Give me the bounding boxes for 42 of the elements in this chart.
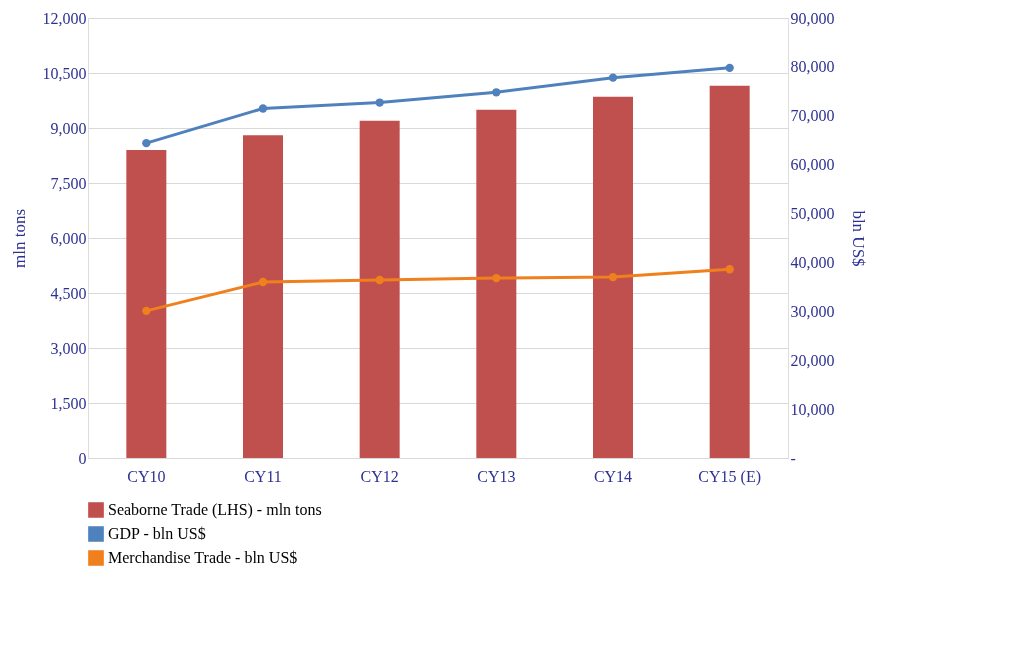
point — [142, 138, 151, 148]
y-tick-label: 1,500 — [50, 394, 87, 412]
y2-tick-label: 80,000 — [790, 58, 835, 76]
point — [375, 275, 384, 285]
y2-tick-label: 50,000 — [790, 205, 835, 223]
y2-tick-label: 70,000 — [790, 107, 835, 125]
y2-tick-label: 90,000 — [790, 9, 835, 27]
point — [608, 272, 618, 282]
x-tick-label: CY14 — [593, 467, 633, 485]
point — [725, 265, 734, 274]
point — [142, 306, 151, 316]
x-tick-label: CY11 — [244, 467, 282, 485]
y-tick-label: 7,500 — [50, 174, 87, 192]
x-tick-label: CY10 — [127, 467, 166, 485]
y-axis-title: mln tons — [9, 208, 29, 269]
y2-tick-label: 60,000 — [790, 156, 835, 174]
y-tick-label: 12,000 — [42, 9, 87, 27]
y2-tick-label: 30,000 — [790, 302, 835, 320]
point — [258, 277, 268, 287]
y2-tick-label: 20,000 — [790, 351, 835, 369]
y2-tick-label: - — [790, 449, 796, 467]
y-tick-label: 9,000 — [50, 119, 87, 137]
y2-tick-label: 40,000 — [790, 253, 835, 271]
point — [725, 63, 734, 73]
y-tick-label: 4,500 — [50, 284, 87, 302]
x-tick-label: CY12 — [360, 467, 399, 485]
point — [492, 88, 501, 97]
y2-tick-label: 10,000 — [790, 400, 835, 418]
y-tick-label: 6,000 — [50, 229, 87, 247]
legend-label: Merchandise Trade - bln US$ — [108, 549, 298, 566]
point — [608, 73, 618, 82]
x-tick-label: CY13 — [477, 467, 516, 485]
point — [258, 104, 268, 113]
point — [492, 273, 501, 283]
legend-label: GDP - bln US$ — [108, 525, 206, 542]
y-tick-label: 10,500 — [42, 64, 87, 82]
point — [375, 98, 384, 107]
y-tick-label: 3,000 — [50, 339, 87, 357]
x-tick-label: CY15 (E) — [698, 467, 761, 486]
legend-label: Seaborne Trade (LHS) - mln tons — [108, 501, 322, 519]
y-tick-label: 0 — [78, 449, 87, 467]
y2-axis-title: bln US$ — [848, 210, 868, 267]
